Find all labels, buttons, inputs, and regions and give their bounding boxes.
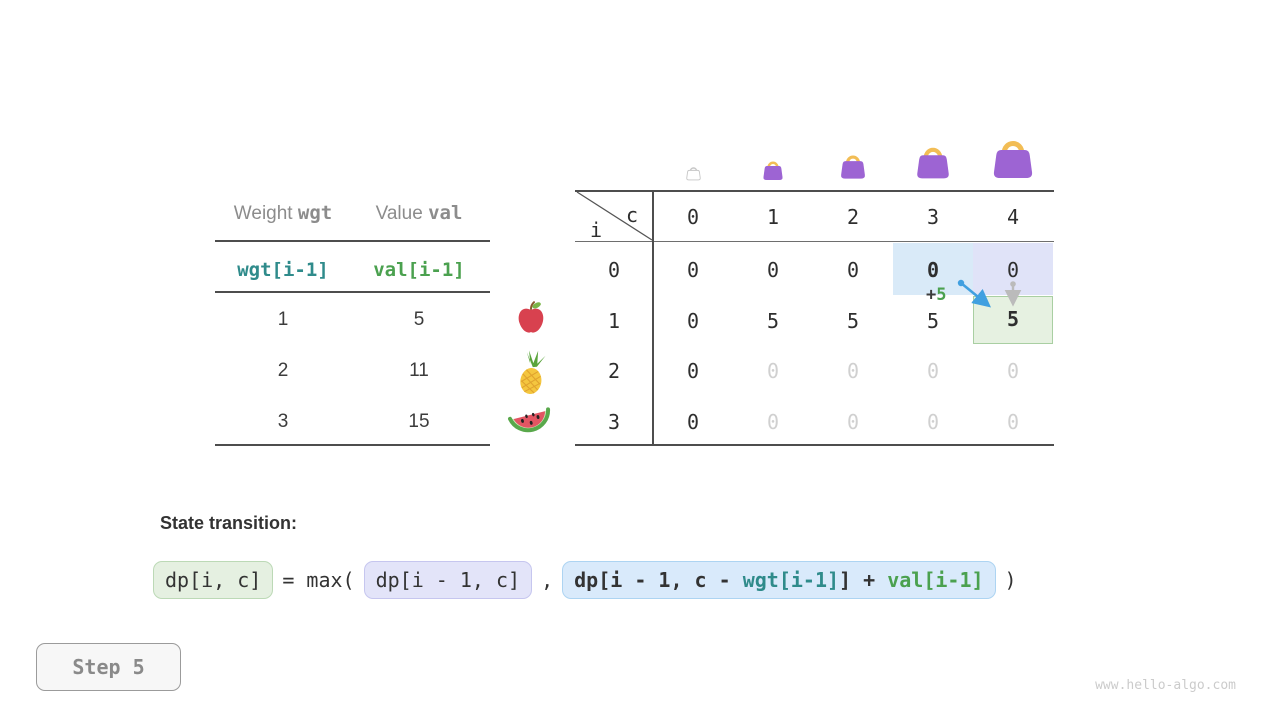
highlight-cell-prev-row-same-col xyxy=(893,243,973,295)
left-table-rule-bottom xyxy=(215,444,490,446)
dp-col-header: 3 xyxy=(926,205,940,229)
dp-cell: 0 xyxy=(766,410,780,434)
formula-arg1: dp[i - 1, c] xyxy=(363,561,533,599)
bag-outline-icon xyxy=(685,164,702,181)
item-weight: 2 xyxy=(277,360,289,381)
watermark-url: www.hello-algo.com xyxy=(1095,678,1236,693)
left-table-rule-1 xyxy=(215,240,490,242)
dp-cell: 0 xyxy=(766,258,780,282)
value-label: Value xyxy=(375,203,429,224)
dp-table-header-rule xyxy=(575,241,1054,243)
dp-cell: 0 xyxy=(846,258,860,282)
arg2-val: val[i-1] xyxy=(887,568,984,592)
dp-col-header: 4 xyxy=(1006,205,1020,229)
corner-col-variable: c xyxy=(626,203,639,227)
corner-row-variable: i xyxy=(590,218,603,242)
value-code: val xyxy=(428,202,463,224)
weight-code: wgt xyxy=(297,202,333,224)
dp-cell: 0 xyxy=(686,359,700,383)
dp-cell: 5 xyxy=(1006,307,1020,331)
arg2-wgt: wgt[i-1] xyxy=(742,568,840,592)
weight-label: Weight xyxy=(233,203,298,224)
dp-cell: 0 xyxy=(686,410,700,434)
corner-diagonal-line xyxy=(576,191,653,241)
dp-cell: 0 xyxy=(926,410,940,434)
formula-comma: , xyxy=(541,568,554,592)
item-weight: 3 xyxy=(277,411,289,432)
dp-col-header: 0 xyxy=(686,205,700,229)
dp-cell: 5 xyxy=(846,309,860,333)
arg2-part1: dp[i - 1, c - xyxy=(574,568,743,592)
dp-cell: 0 xyxy=(846,410,860,434)
state-transition-formula: dp[i, c] = max( dp[i - 1, c] , dp[i - 1,… xyxy=(153,561,1017,599)
item-value: 11 xyxy=(409,360,429,381)
val-index-cell: val[i-1] xyxy=(373,259,465,281)
left-table-rule-2 xyxy=(215,291,490,293)
watermelon-icon xyxy=(507,402,553,438)
dp-col-header: 1 xyxy=(766,205,780,229)
apple-icon xyxy=(513,299,549,336)
wgt-index-cell: wgt[i-1] xyxy=(237,259,329,281)
pineapple-icon xyxy=(511,350,551,396)
formula-close-paren: ) xyxy=(1004,568,1017,592)
dp-cell: 0 xyxy=(1006,359,1020,383)
dp-table-bottom-rule xyxy=(575,444,1054,446)
dp-table-top-rule xyxy=(575,190,1054,192)
arg2-part2: ] + xyxy=(839,568,888,592)
formula-lhs: dp[i, c] xyxy=(153,561,274,599)
handbag-icon xyxy=(913,142,953,180)
dp-cell: 0 xyxy=(1006,258,1020,282)
added-value: 5 xyxy=(936,285,947,305)
dp-cell: 0 xyxy=(686,309,700,333)
handbag-icon xyxy=(989,134,1037,180)
handbag-icon xyxy=(838,151,868,180)
dp-cell: 0 xyxy=(1006,410,1020,434)
dp-cell: 0 xyxy=(846,359,860,383)
item-value: 15 xyxy=(408,411,430,432)
dp-row-label: 1 xyxy=(607,309,621,333)
formula-equals: = max( xyxy=(282,568,355,592)
state-transition-heading: State transition: xyxy=(160,513,298,533)
plus-sign: + xyxy=(926,285,937,305)
weight-column-header: Weight wgt xyxy=(213,202,353,225)
dp-table-vertical-rule xyxy=(652,190,654,446)
dp-cell: 5 xyxy=(766,309,780,333)
dp-col-header: 2 xyxy=(846,205,860,229)
value-column-header: Value val xyxy=(349,202,489,225)
dp-row-label: 0 xyxy=(607,258,621,282)
item-weight: 1 xyxy=(277,309,289,330)
step-badge: Step 5 xyxy=(36,643,181,691)
item-value: 5 xyxy=(413,309,425,330)
plus-value-annotation: +5 xyxy=(926,285,947,305)
formula-arg2: dp[i - 1, c - wgt[i-1]] + val[i-1] xyxy=(562,561,996,599)
dp-cell: 5 xyxy=(926,309,940,333)
dp-row-label: 2 xyxy=(607,359,621,383)
handbag-icon xyxy=(761,158,785,181)
dp-cell: 0 xyxy=(686,258,700,282)
dp-cell: 0 xyxy=(766,359,780,383)
dp-cell: 0 xyxy=(926,359,940,383)
dp-cell: 0 xyxy=(926,258,940,282)
dp-row-label: 3 xyxy=(607,410,621,434)
